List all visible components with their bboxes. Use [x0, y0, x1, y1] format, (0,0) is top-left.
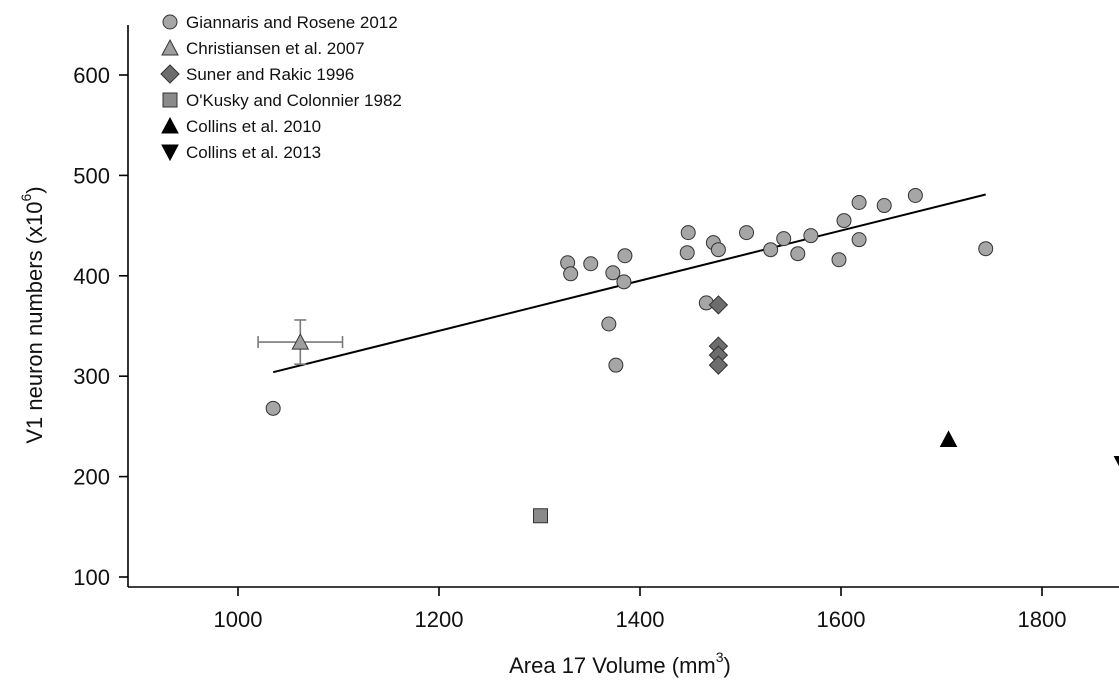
- data-point-giannaris-and-rosene-2012: [851, 232, 867, 248]
- legend-marker: [161, 144, 179, 162]
- legend-label: O'Kusky and Colonnier 1982: [186, 91, 402, 110]
- data-point-giannaris-and-rosene-2012: [605, 265, 621, 281]
- axes: [127, 25, 1119, 588]
- x-tick-label: 1200: [415, 607, 464, 632]
- data-point-collins-et-al-2010: [939, 430, 958, 447]
- y-tick-label: 200: [73, 465, 110, 490]
- legend-label: Collins et al. 2010: [186, 117, 321, 136]
- data-point-giannaris-and-rosene-2012: [836, 213, 852, 229]
- data-point-giannaris-and-rosene-2012: [563, 266, 579, 282]
- data-point-o-kusky-and-colonnier-1982: [533, 508, 549, 524]
- data-point-giannaris-and-rosene-2012: [680, 225, 696, 241]
- y-axis-title: V1 neuron numbers (x106): [18, 186, 47, 443]
- ticks: 1000 1200 1400 1600 1800 100 200 300 400 500 600: [73, 63, 1066, 632]
- legend-label: Suner and Rakic 1996: [186, 65, 354, 84]
- legend-label: Collins et al. 2013: [186, 143, 321, 162]
- data-point-giannaris-and-rosene-2012: [679, 245, 695, 261]
- x-axis-title: Area 17 Volume (mm3): [509, 649, 731, 678]
- data-point-giannaris-and-rosene-2012: [710, 242, 726, 258]
- x-tick-label: 1000: [214, 607, 263, 632]
- data-point-giannaris-and-rosene-2012: [763, 242, 779, 258]
- y-tick-label: 400: [73, 264, 110, 289]
- y-tick-label: 600: [73, 63, 110, 88]
- data-point-giannaris-and-rosene-2012: [851, 195, 867, 211]
- legend-marker: [161, 116, 179, 134]
- y-tick-label: 300: [73, 364, 110, 389]
- legend-label: Giannaris and Rosene 2012: [186, 13, 398, 32]
- legend: Giannaris and Rosene 2012 Christiansen et…: [160, 13, 402, 162]
- data-points: [257, 187, 1119, 524]
- data-point-suner-and-rakic-1996: [708, 355, 729, 375]
- legend-marker: [162, 92, 178, 108]
- data-point-christiansen-et-al-2007: [291, 333, 310, 350]
- data-point-collins-et-al-2013: [1113, 456, 1119, 467]
- legend-marker: [161, 38, 179, 56]
- data-point-giannaris-and-rosene-2012: [616, 274, 632, 290]
- legend-marker: [160, 64, 180, 84]
- x-tick-label: 1600: [817, 607, 866, 632]
- data-point-giannaris-and-rosene-2012: [265, 400, 281, 416]
- data-point-giannaris-and-rosene-2012: [776, 231, 792, 247]
- data-point-giannaris-and-rosene-2012: [907, 187, 923, 203]
- data-point-giannaris-and-rosene-2012: [876, 198, 892, 214]
- legend-label: Christiansen et al. 2007: [186, 39, 365, 58]
- data-point-giannaris-and-rosene-2012: [739, 225, 755, 241]
- data-point-suner-and-rakic-1996: [708, 295, 729, 315]
- data-point-giannaris-and-rosene-2012: [601, 316, 617, 332]
- x-tick-label: 1400: [616, 607, 665, 632]
- data-point-giannaris-and-rosene-2012: [608, 357, 624, 373]
- data-point-giannaris-and-rosene-2012: [617, 248, 633, 264]
- data-point-giannaris-and-rosene-2012: [831, 252, 847, 268]
- data-point-giannaris-and-rosene-2012: [978, 241, 994, 257]
- legend-marker: [162, 14, 178, 30]
- data-point-giannaris-and-rosene-2012: [583, 256, 599, 272]
- data-point-giannaris-and-rosene-2012: [803, 228, 819, 244]
- x-tick-label: 1800: [1018, 607, 1067, 632]
- y-tick-label: 500: [73, 163, 110, 188]
- data-point-giannaris-and-rosene-2012: [790, 246, 806, 262]
- y-tick-label: 100: [73, 565, 110, 590]
